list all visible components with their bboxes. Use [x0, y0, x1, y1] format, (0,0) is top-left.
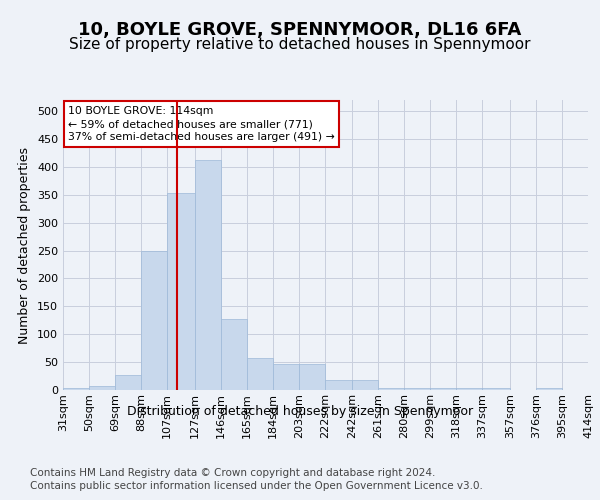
Bar: [141, 250, 167, 390]
Bar: [404, 388, 430, 390]
Bar: [115, 375, 141, 390]
Bar: [63, 388, 89, 390]
Bar: [221, 318, 247, 390]
Bar: [89, 386, 115, 390]
Bar: [482, 388, 510, 390]
Text: Contains public sector information licensed under the Open Government Licence v3: Contains public sector information licen…: [30, 481, 483, 491]
Bar: [167, 193, 194, 390]
Text: 10, BOYLE GROVE, SPENNYMOOR, DL16 6FA: 10, BOYLE GROVE, SPENNYMOOR, DL16 6FA: [79, 21, 521, 39]
Text: Contains HM Land Registry data © Crown copyright and database right 2024.: Contains HM Land Registry data © Crown c…: [30, 468, 436, 477]
Bar: [352, 380, 378, 390]
Bar: [378, 388, 404, 390]
Bar: [194, 160, 221, 390]
Bar: [325, 380, 352, 390]
Bar: [430, 388, 457, 390]
Text: 10 BOYLE GROVE: 114sqm
← 59% of detached houses are smaller (771)
37% of semi-de: 10 BOYLE GROVE: 114sqm ← 59% of detached…: [68, 106, 335, 142]
Text: Size of property relative to detached houses in Spennymoor: Size of property relative to detached ho…: [69, 38, 531, 52]
Bar: [457, 388, 482, 390]
Bar: [273, 364, 299, 390]
Bar: [247, 358, 273, 390]
Y-axis label: Number of detached properties: Number of detached properties: [19, 146, 31, 344]
Text: Distribution of detached houses by size in Spennymoor: Distribution of detached houses by size …: [127, 404, 473, 417]
Bar: [299, 364, 325, 390]
Bar: [536, 388, 562, 390]
